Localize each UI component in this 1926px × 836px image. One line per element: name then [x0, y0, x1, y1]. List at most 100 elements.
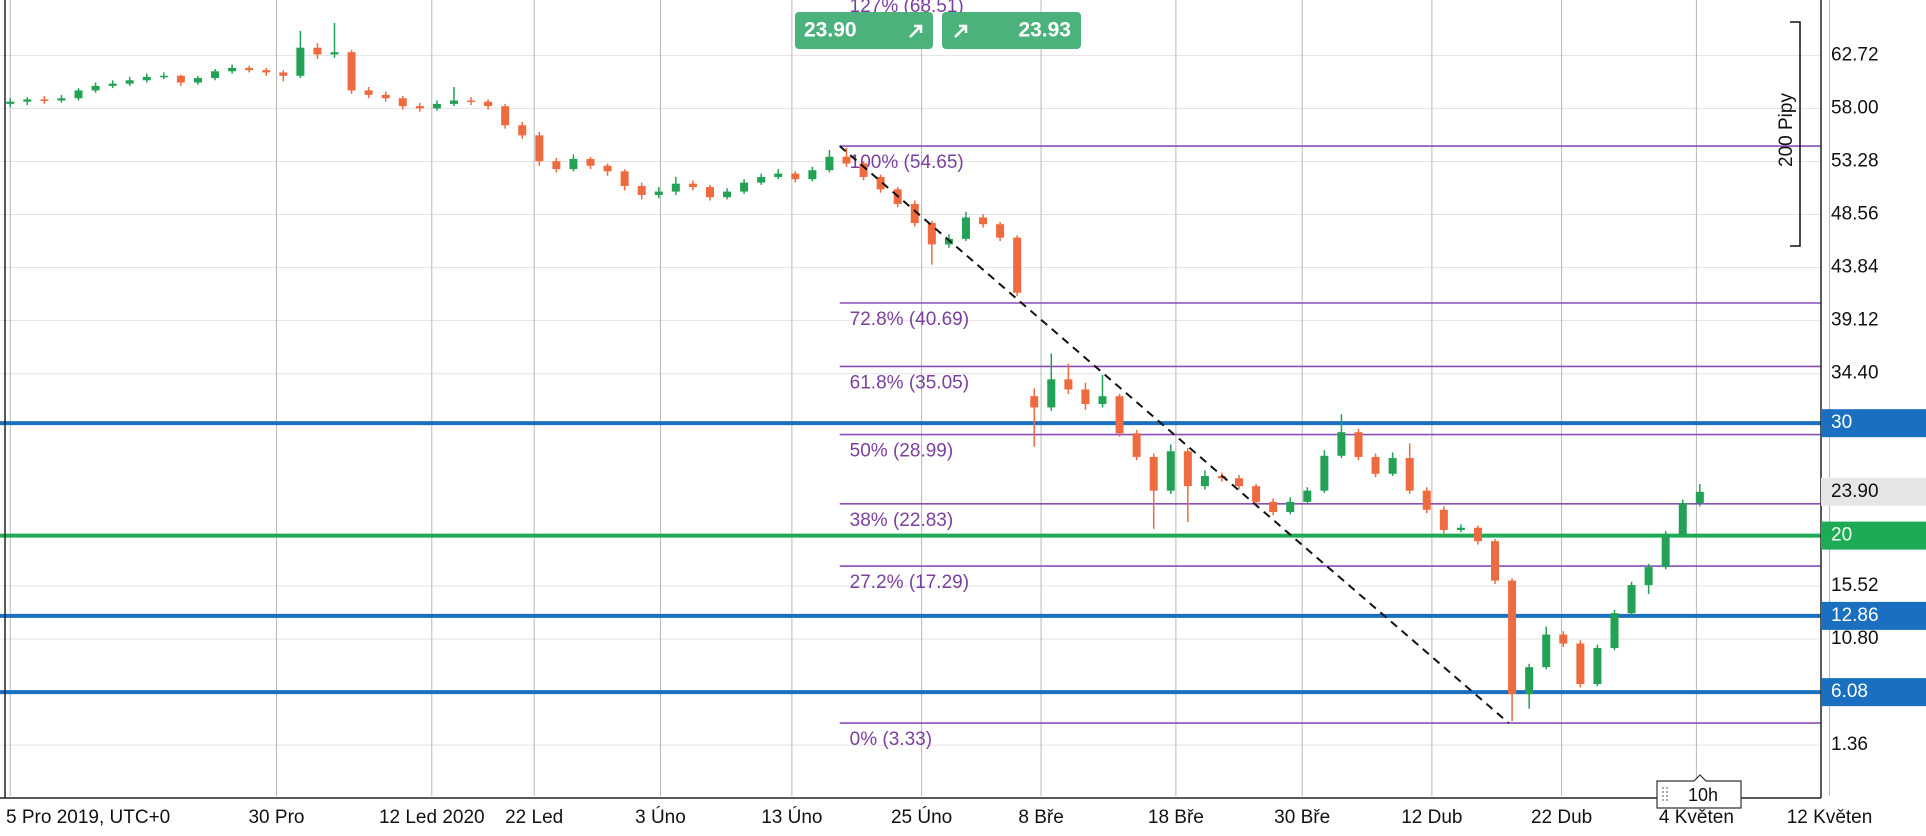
candle-body [876, 176, 885, 190]
timeframe-label[interactable]: 10h [1688, 785, 1718, 805]
sell-button[interactable]: 23.90 [795, 12, 933, 49]
sell-arrow[interactable] [909, 24, 923, 38]
candle-body [1559, 634, 1568, 644]
candle-body [1200, 476, 1209, 487]
candle-body [91, 85, 100, 91]
measure-tool: 200 Pipy [1776, 21, 1801, 247]
x-tick-label: 4 Květen [1659, 807, 1734, 828]
plot-area: 127% (68.51)100% (54.65)72.8% (40.69)61.… [0, 0, 1821, 750]
candle-body [1473, 527, 1482, 542]
candle-body [808, 170, 817, 180]
price-line-label: 20 [1831, 525, 1852, 546]
buy-button[interactable]: 23.93 [942, 12, 1081, 49]
candle-body [927, 223, 936, 245]
candle-body [1269, 501, 1278, 513]
candle-body [484, 101, 493, 107]
grid [0, 0, 1831, 796]
sell-button-bg[interactable] [795, 12, 933, 49]
overlay: 200 Pipy 23.90 23.93 10h [795, 12, 1801, 809]
candle-body [330, 52, 339, 55]
buy-arrow[interactable] [954, 24, 968, 38]
candle-body [774, 173, 783, 177]
candle-body [825, 156, 834, 171]
y-tick-label: 43.84 [1831, 257, 1879, 278]
candle-body [228, 67, 237, 72]
price-line-label: 12.86 [1831, 605, 1879, 626]
candle-body [552, 161, 561, 170]
candle-body [1661, 534, 1670, 568]
candle-body [620, 171, 629, 186]
candle-body [142, 76, 151, 81]
candle-body [842, 156, 851, 164]
candle-body [723, 191, 732, 198]
measure-bracket [1790, 21, 1801, 247]
price-line-tag [1821, 601, 1926, 630]
candle-body [501, 106, 510, 126]
candle-body [688, 183, 697, 188]
price-line-tag [1821, 409, 1926, 438]
candle-body [1508, 580, 1517, 695]
candle-body [603, 165, 612, 172]
candle-body [1456, 527, 1465, 530]
candle-body [432, 103, 441, 109]
timeframe-box[interactable] [1656, 774, 1742, 809]
candle-body [910, 203, 919, 224]
x-tick-label: 3 Úno [635, 806, 686, 828]
candle-body [193, 78, 202, 83]
price-line-tag [1821, 521, 1926, 550]
fib-label: 0% (3.33) [850, 729, 932, 750]
sell-price[interactable]: 23.90 [804, 19, 857, 42]
candle-body [791, 173, 800, 180]
candle-body [245, 67, 254, 71]
buy-button-bg[interactable] [942, 12, 1081, 49]
candle-body [1491, 541, 1500, 581]
candle-body [23, 99, 32, 102]
candle-body [586, 158, 595, 166]
buy-price[interactable]: 23.93 [1018, 19, 1071, 42]
candle-body [1081, 389, 1090, 405]
candle-body [1132, 433, 1141, 457]
candle-body [1047, 379, 1056, 408]
candle-body [1610, 613, 1619, 649]
candle-body [996, 224, 1005, 238]
timeframe-icon[interactable] [1662, 787, 1668, 802]
candle-body [125, 80, 134, 84]
candle-body [1542, 634, 1551, 668]
candle-body [671, 183, 680, 192]
x-tick-label: 8 Bře [1018, 807, 1063, 828]
candle-body [1678, 503, 1687, 535]
current-price-tag [1821, 477, 1926, 506]
candle-body [757, 176, 766, 183]
candle-body [1166, 451, 1175, 491]
candle-body [1286, 501, 1295, 513]
timeframe-button[interactable]: 10h [1656, 774, 1742, 809]
x-tick-label: 12 Led 2020 [379, 807, 485, 828]
x-tick-label: 22 Led [505, 807, 563, 828]
fib-label: 38% (22.83) [850, 510, 954, 531]
candle-body [347, 52, 356, 91]
x-tick-label: 12 Dub [1401, 807, 1462, 828]
x-tick-label: 12 Květen [1787, 807, 1873, 828]
candle-body [262, 70, 271, 73]
candle-body [1252, 486, 1261, 502]
candle-body [364, 90, 373, 95]
y-tick-label: 10.80 [1831, 628, 1879, 649]
fib-label: 61.8% (35.05) [850, 372, 969, 393]
y-tick-label: 15.52 [1831, 575, 1879, 596]
x-tick-label: 30 Bře [1274, 807, 1330, 828]
candle-body [1013, 237, 1022, 293]
candle-body [74, 90, 83, 99]
y-tick-label: 53.28 [1831, 150, 1879, 171]
y-tick-label: 34.40 [1831, 363, 1879, 384]
candle-body [1354, 432, 1363, 457]
candle-body [279, 72, 288, 76]
price-line-label: 6.08 [1831, 681, 1868, 702]
candle-body [1593, 648, 1602, 685]
candle-body [296, 47, 305, 76]
candle-body [637, 185, 646, 195]
x-tick-label: 22 Dub [1531, 807, 1592, 828]
y-tick-label: 39.12 [1831, 310, 1879, 331]
candle-body [1439, 509, 1448, 530]
